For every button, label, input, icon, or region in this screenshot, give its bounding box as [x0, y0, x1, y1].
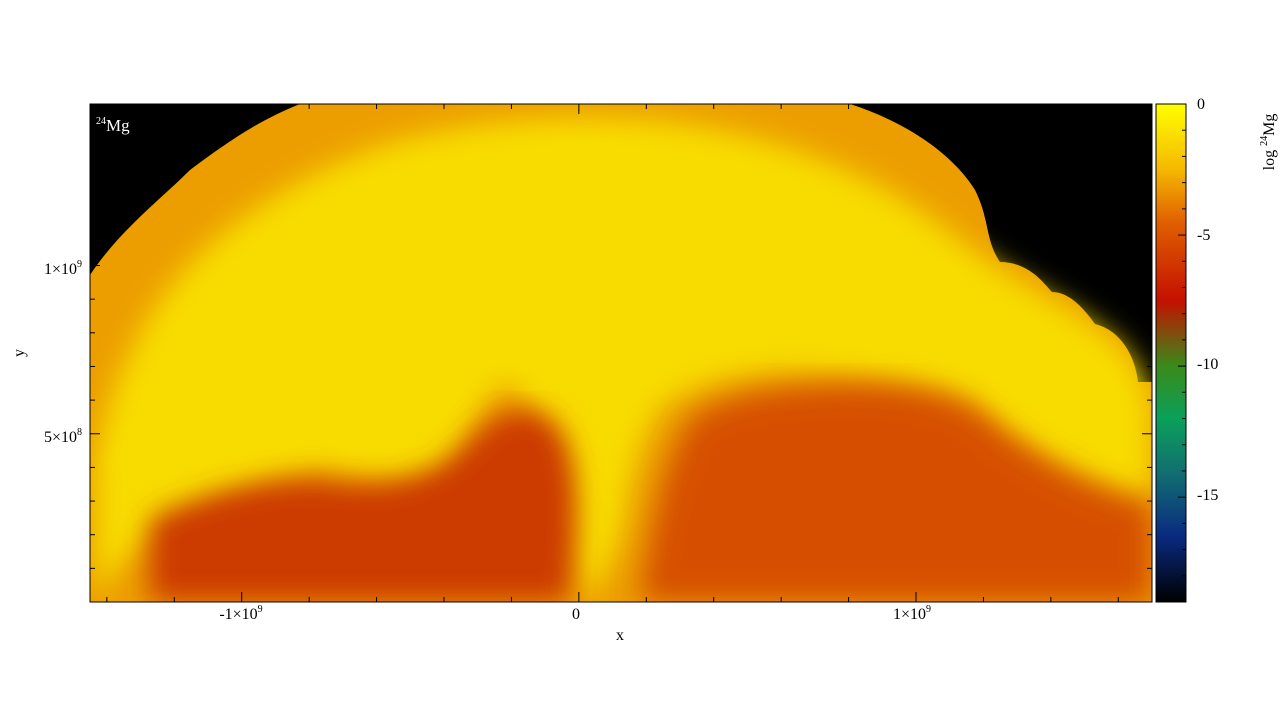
x-tick-label-1e9: 1×109	[893, 604, 931, 623]
colorbar-tick-label-neg15: -15	[1197, 487, 1218, 504]
low-region-left	[150, 409, 575, 602]
colorbar	[1155, 103, 1187, 603]
colorbar-label: log 24Mg	[1259, 114, 1278, 171]
y-tick-label-1e9: 1×109	[44, 259, 82, 278]
colorbar-tick-labels: 0 -5 -10 -15	[1197, 96, 1218, 504]
x-tick-labels: -1×109 0 1×109	[219, 604, 931, 623]
y-axis-label: y	[11, 349, 28, 357]
y-tick-label-5e8: 5×108	[44, 427, 82, 446]
panel-label: 24Mg	[96, 116, 130, 135]
core-band-region	[110, 175, 1060, 470]
y-minor-ticks	[90, 130, 1152, 569]
x-axis-label: x	[616, 627, 624, 644]
low-region-right	[640, 385, 1152, 602]
colorbar-ticks	[1178, 103, 1186, 603]
x-tick-label-neg1e9: -1×109	[219, 604, 262, 623]
plot-frame	[89, 103, 1153, 603]
colorbar-tick-label-0: 0	[1197, 96, 1205, 113]
x-tick-label-0: 0	[572, 606, 580, 623]
y-tick-labels: 5×108 1×109	[44, 259, 82, 446]
panel-label-sup: 24	[96, 116, 106, 127]
colorbar-tick-label-neg10: -10	[1197, 356, 1218, 373]
colorbar-tick-label-neg5: -5	[1197, 227, 1210, 244]
panel-label-base: Mg	[106, 116, 130, 135]
x-minor-ticks	[106, 104, 1119, 602]
heatmap-field	[90, 104, 1152, 602]
